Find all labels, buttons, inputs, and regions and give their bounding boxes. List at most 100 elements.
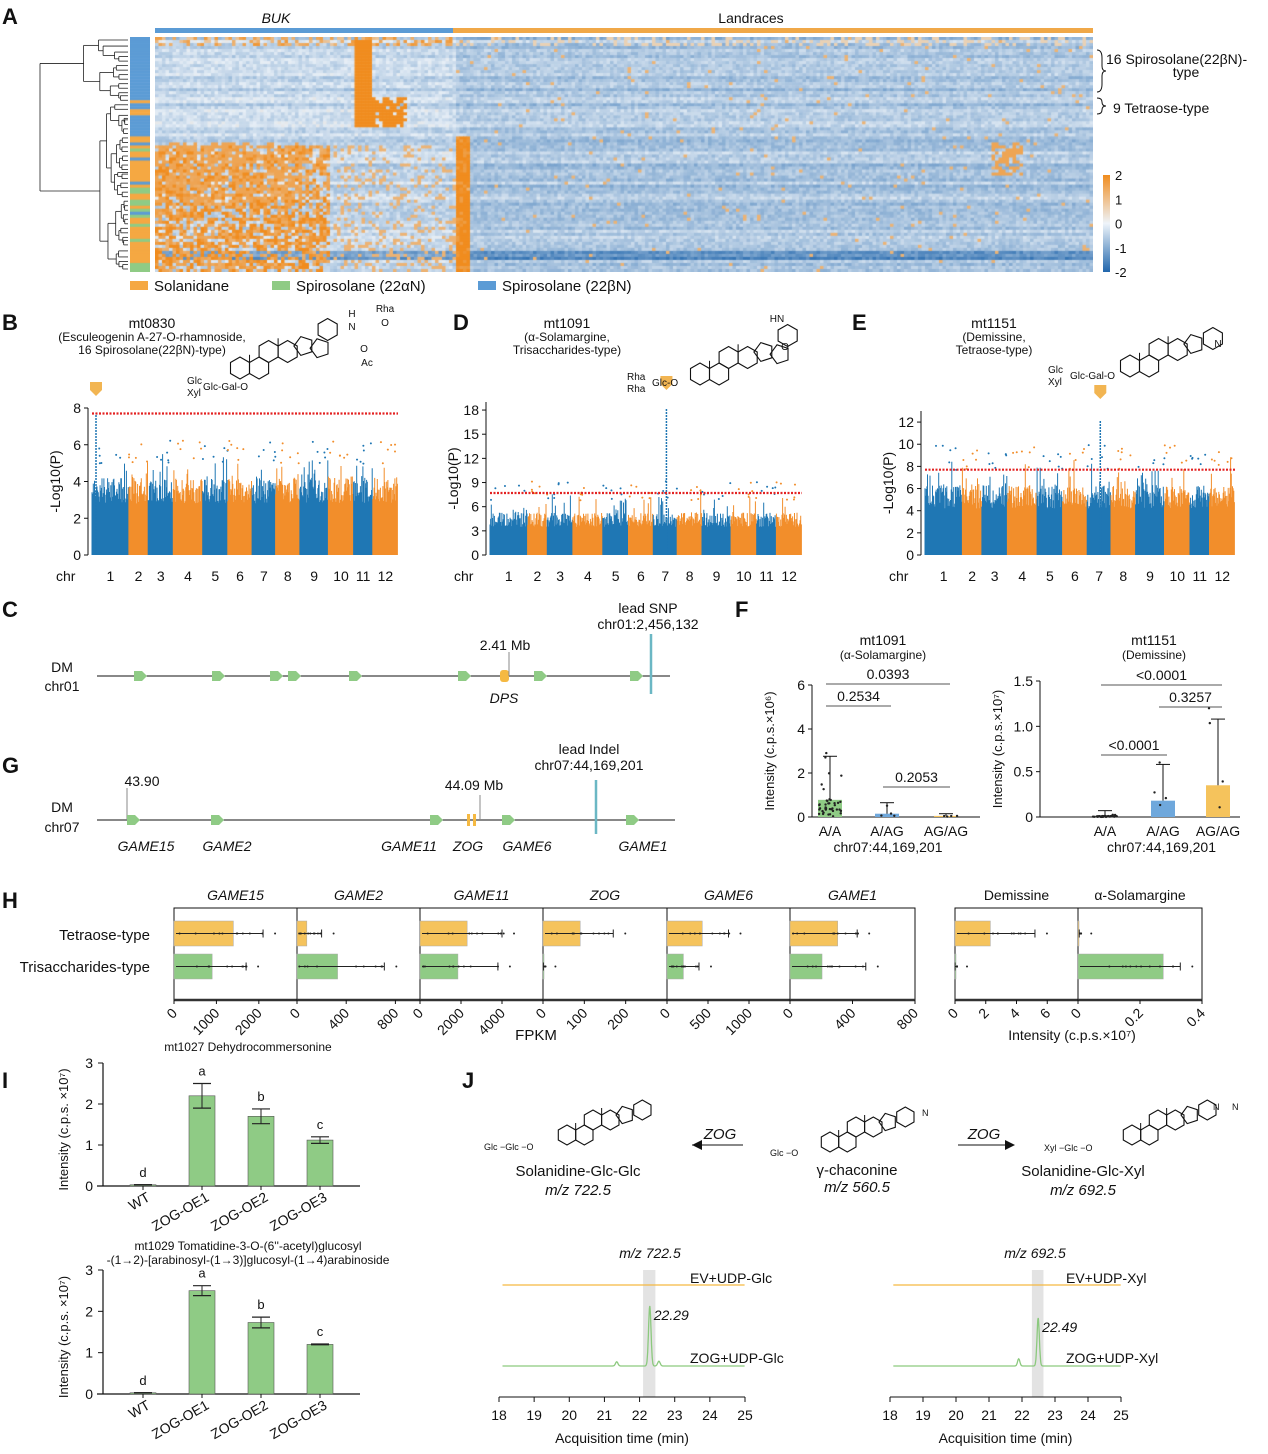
- sample-point: [309, 932, 312, 935]
- panel-title: GAME2: [334, 887, 383, 903]
- manhattan-points: [147, 454, 174, 555]
- group-label-landraces: Landraces: [718, 10, 783, 26]
- x-tick-label: 500: [686, 1005, 714, 1033]
- chr-label: 7: [661, 568, 669, 584]
- manhattan-chr-3: [147, 439, 174, 555]
- chr-label: 11: [759, 568, 774, 584]
- y-tick-label: 6: [471, 499, 479, 515]
- manhattan-chr-4: [172, 439, 203, 555]
- y-tick-label: 12: [898, 414, 914, 430]
- sample-point: [696, 965, 699, 968]
- sample-point: [693, 932, 696, 935]
- snp-point: [1048, 460, 1051, 463]
- snp-point: [98, 447, 101, 450]
- x-tick-label: A/A: [1094, 823, 1117, 839]
- snp-point: [630, 484, 633, 487]
- snp-point: [269, 441, 272, 444]
- snp-point: [628, 495, 631, 498]
- snp-point: [177, 442, 180, 445]
- plot-subtitle: (Demissine,: [962, 330, 1025, 344]
- sample-point: [1124, 965, 1127, 968]
- sample-point: [806, 965, 809, 968]
- snp-point: [737, 488, 740, 491]
- manhattan-chr-5: [1036, 453, 1064, 555]
- chr-label: 12: [1214, 568, 1230, 584]
- sample-point: [374, 965, 377, 968]
- manhattan-chr-4: [1006, 446, 1037, 555]
- manhattan-points: [775, 498, 802, 555]
- sample-point: [355, 965, 358, 968]
- snp-point: [602, 484, 605, 487]
- x-tick-label: 22: [1014, 1407, 1030, 1423]
- gene-arrow: [212, 671, 225, 681]
- sample-point: [711, 932, 714, 935]
- manhattan-points: [227, 463, 252, 555]
- ring: [258, 339, 279, 364]
- manhattan-points: [251, 469, 276, 555]
- x-tick-label: 4: [1006, 1005, 1023, 1022]
- sample-point: [796, 932, 799, 935]
- sample-point: [835, 808, 839, 811]
- chr-label: 9: [1146, 568, 1154, 584]
- x-tick-label: 21: [981, 1407, 997, 1423]
- panel-label-C: C: [2, 597, 18, 622]
- snp-point: [181, 439, 184, 442]
- snp-point: [538, 485, 541, 488]
- arrowhead: [692, 1140, 702, 1150]
- structure-sugar-label: Xyl: [1048, 377, 1062, 388]
- manhattan-chr-5: [201, 445, 229, 555]
- gene-dps: [500, 670, 509, 682]
- snp-point: [127, 456, 130, 459]
- sample-point: [544, 965, 547, 968]
- sample-point: [839, 800, 842, 804]
- manhattan-chr-2: [127, 443, 149, 555]
- sample-point: [481, 932, 484, 935]
- sample-point: [319, 932, 322, 935]
- snp-point: [1090, 457, 1093, 460]
- outlier-point: [332, 932, 335, 935]
- x-tick-label: 0.4: [1183, 1005, 1208, 1030]
- outlier-point: [554, 965, 557, 968]
- sample-point: [828, 802, 831, 805]
- sample-point: [675, 965, 678, 968]
- chemical-structure-mt1091: [689, 323, 798, 386]
- chrom-label: DM: [51, 659, 73, 675]
- p-value-label: 0.2053: [895, 769, 938, 785]
- snp-point: [648, 497, 651, 500]
- sample-point: [826, 799, 829, 803]
- x-axis-label-fpkm: FPKM: [515, 1027, 557, 1044]
- x-tick-label: ZOG-OE2: [208, 1189, 271, 1234]
- sample-point: [469, 965, 472, 968]
- y-axis-label: Intensity (c.p.s.×10⁶): [762, 691, 777, 810]
- panel-label-F: F: [735, 597, 748, 622]
- snp-point: [311, 440, 314, 443]
- x-tick-label: 25: [737, 1407, 753, 1423]
- plot-title: mt1027 Dehydrocommersonine: [164, 1040, 332, 1054]
- ring: [769, 344, 789, 365]
- snp-point: [1169, 446, 1172, 449]
- snp-point: [280, 461, 283, 464]
- peak-label: 22.49: [1041, 1319, 1077, 1335]
- colorbar-tick: 0: [1115, 217, 1122, 232]
- snp-point: [976, 449, 979, 452]
- chr-label: 1: [107, 568, 115, 584]
- y-tick-label: 2: [906, 525, 914, 541]
- sample-point: [1093, 815, 1096, 818]
- sample-point: [727, 932, 730, 935]
- snp-point: [699, 489, 702, 492]
- bracket-spirosolane: [1096, 49, 1107, 93]
- sample-point: [854, 965, 857, 968]
- panel-title: GAME6: [704, 887, 753, 903]
- sample-point: [195, 965, 198, 968]
- x-tick-label: ZOG-OE1: [149, 1189, 212, 1234]
- ring: [583, 1109, 603, 1131]
- sample-point: [194, 932, 197, 935]
- sample-point: [825, 751, 828, 755]
- sample-point: [316, 932, 319, 935]
- x-axis-label: chr07:44,169,201: [834, 839, 943, 855]
- sample-point: [307, 932, 310, 935]
- chr-label: 12: [378, 568, 394, 584]
- outlier-point: [868, 932, 871, 935]
